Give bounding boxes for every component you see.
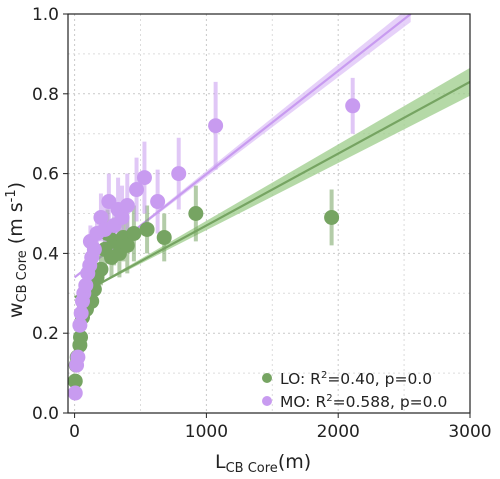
legend: LO: R2=0.40, p=0.0 MO: R2=0.588, p=0.0 [262,370,447,411]
legend-mo-sup: 2 [326,393,332,404]
fit-line-lo [74,80,470,299]
point-lo-4 [73,329,89,345]
point-mo-0 [67,385,83,401]
x-axis-label-main: L [215,451,226,473]
point-lo-23 [188,206,204,221]
y-axis-label-sub: CB Core [15,250,30,302]
legend-marker-mo [262,396,272,406]
point-mo-25 [208,118,224,134]
fit-band-lo [74,67,470,298]
legend-mo-suffix: =0.588, p=0.0 [333,393,448,411]
point-mo-3 [72,317,88,333]
point-mo-23 [150,194,166,210]
x-tick-label-1: 1000 [185,422,228,442]
point-lo-24 [324,209,340,225]
legend-marker-lo [262,373,272,383]
y-tick-label-1: 0.2 [32,324,59,344]
y-tick-label-4: 0.8 [32,85,59,105]
y-axis-label-unit-sup: -1 [4,189,19,202]
x-tick-label-2: 2000 [317,422,360,442]
x-tick-label-0: 0 [69,422,80,442]
y-axis-label-main: w [5,302,27,318]
legend-entry-lo: LO: R2=0.40, p=0.0 [280,370,432,388]
y-tick-label-3: 0.6 [32,165,59,185]
point-lo-20 [126,225,142,241]
point-lo-0 [67,373,83,389]
data-points [67,98,361,401]
svg-text:LCB Core(m): LCB Core(m) [215,451,311,476]
y-axis-label-unit-prefix: (m s [5,202,27,250]
point-mo-4 [73,305,89,321]
x-axis-label-sub: CB Core [226,461,278,476]
plot-frame [67,13,471,414]
legend-lo-suffix: =0.40, p=0.0 [327,370,432,388]
legend-mo-prefix: MO: R [280,393,326,411]
legend-lo-prefix: LO: R [280,370,321,388]
svg-text:wCB Core (m s-1): wCB Core (m s-1) [4,182,30,318]
point-mo-22 [136,170,152,186]
point-lo-21 [139,221,155,237]
legend-entry-mo: MO: R2=0.588, p=0.0 [280,393,447,411]
point-mo-2 [70,349,86,365]
point-mo-21 [129,182,145,198]
point-mo-7 [78,277,94,293]
point-mo-12 [86,241,102,257]
point-mo-20 [119,198,135,214]
point-mo-26 [345,98,361,114]
axis-ticks: 0 1000 2000 3000 0.0 0.2 0.4 0.6 0.8 1.0 [32,5,492,442]
y-tick-label-2: 0.4 [32,244,59,264]
point-mo-14 [93,209,109,225]
x-axis-label-unit: (m) [278,451,311,473]
x-axis-label: LCB Core(m) [215,451,311,476]
y-tick-label-0: 0.0 [32,404,59,424]
y-axis-label-unit-suffix: ) [5,182,27,189]
x-tick-label-3: 3000 [448,422,491,442]
y-axis-label: wCB Core (m s-1) [4,182,30,318]
y-tick-label-5: 1.0 [32,5,59,25]
legend-lo-sup: 2 [321,370,327,381]
point-mo-24 [171,166,187,182]
point-mo-19 [114,209,130,225]
point-lo-22 [156,229,172,245]
point-lo-19 [119,237,135,253]
